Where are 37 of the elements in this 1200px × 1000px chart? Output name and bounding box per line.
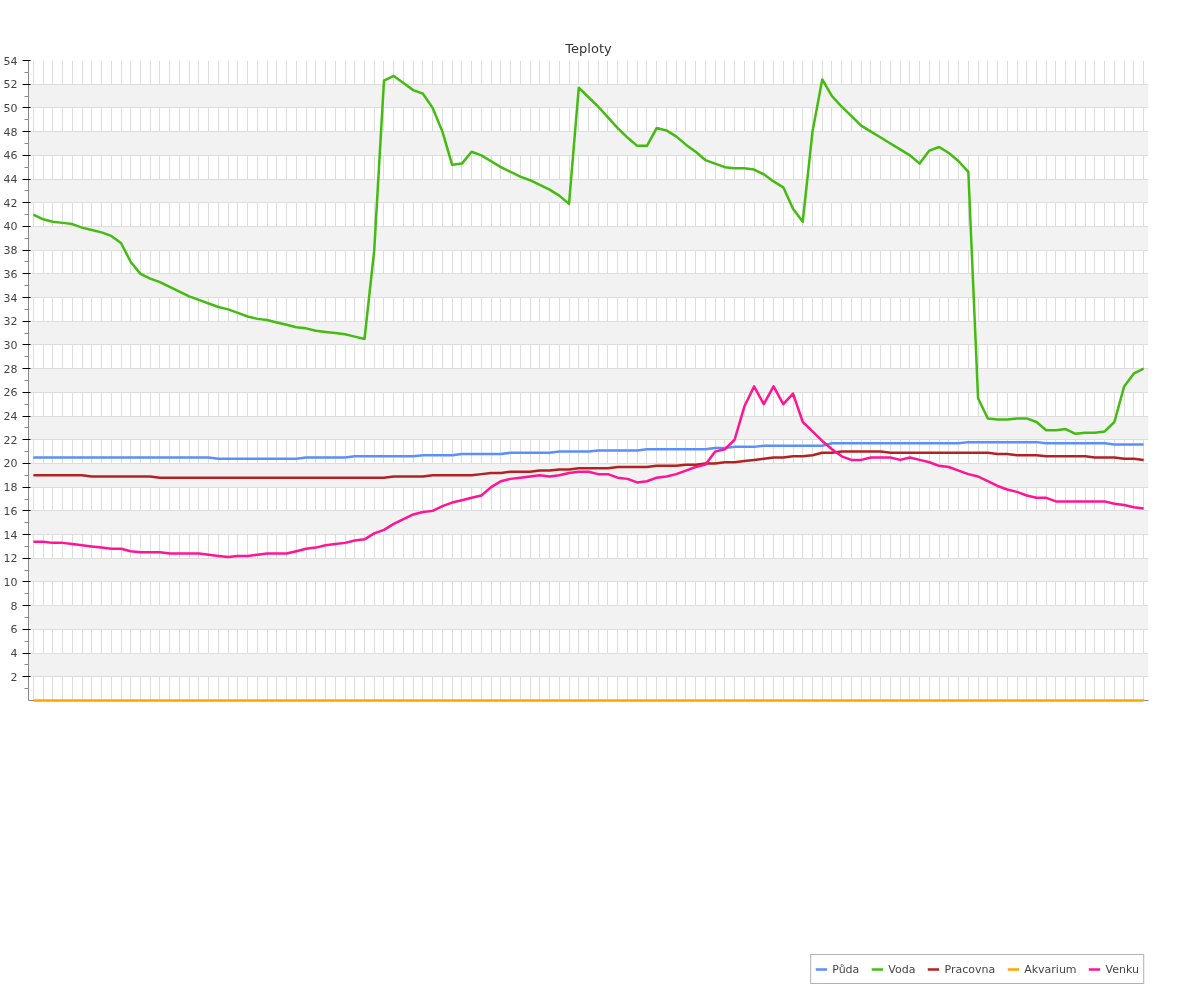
line-series (32, 385, 1145, 559)
legend-label: Akvarium (1024, 962, 1077, 976)
y-tick-label: 20 (3, 457, 18, 471)
y-tick-label: 14 (3, 528, 18, 542)
y-tick-label: 12 (3, 552, 18, 566)
y-tick-label: 16 (3, 504, 18, 518)
y-tick-label: 22 (3, 433, 18, 447)
y-tick-label: 6 (10, 623, 18, 637)
line-series (32, 440, 1145, 460)
y-tick-label: 32 (3, 315, 18, 329)
y-tick-label: 26 (3, 386, 18, 400)
y-tick-label: 42 (3, 196, 18, 210)
legend-label: Voda (888, 962, 916, 976)
y-tick-label: 24 (3, 410, 18, 424)
y-tick-label: 8 (10, 599, 18, 613)
y-tick-label: 54 (3, 54, 18, 68)
y-tick-label: 52 (3, 78, 18, 92)
y-tick-label: 4 (10, 647, 18, 661)
y-tick-label: 44 (3, 173, 18, 187)
legend-label: Pracovna (944, 962, 996, 976)
y-tick-label: 30 (3, 338, 18, 352)
y-tick-label: 38 (3, 244, 18, 258)
legend-label: Venku (1105, 962, 1139, 976)
line-series (32, 74, 1145, 436)
y-tick-label: 48 (3, 125, 18, 139)
y-tick-label: 50 (3, 101, 18, 115)
line-series (32, 450, 1145, 479)
y-tick-label: 36 (3, 267, 18, 281)
chart-title: Teploty (564, 40, 612, 56)
y-tick-label: 10 (3, 575, 18, 589)
y-tick-label: 18 (3, 481, 18, 495)
y-tick-label: 46 (3, 149, 18, 163)
legend-label: Půda (832, 962, 860, 976)
y-tick-label: 2 (10, 670, 18, 684)
y-tick-label: 34 (3, 291, 18, 305)
y-tick-label: 40 (3, 220, 18, 234)
y-tick-label: 28 (3, 362, 18, 376)
